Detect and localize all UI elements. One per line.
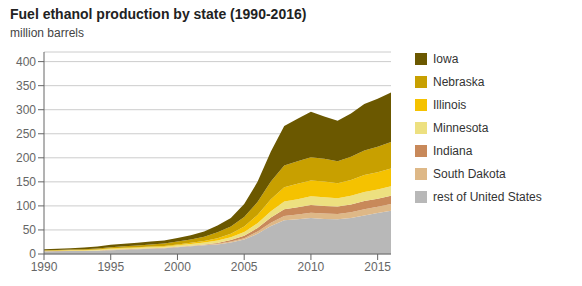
svg-text:1990: 1990	[31, 260, 58, 274]
html-text:Illinois: Illinois	[433, 98, 467, 112]
svg-text:0: 0	[29, 247, 36, 261]
svg-text:150: 150	[16, 175, 36, 189]
svg-text:100: 100	[16, 199, 36, 213]
html-text:million barrels: million barrels	[10, 26, 84, 40]
svg-text:2015: 2015	[364, 260, 391, 274]
svg-text:400: 400	[16, 55, 36, 69]
html-text:Minnesota: Minnesota	[433, 121, 489, 135]
svg-text:2000: 2000	[164, 260, 191, 274]
svg-text:200: 200	[16, 151, 36, 165]
svg-text:2005: 2005	[231, 260, 258, 274]
html-text:rest of United States: rest of United States	[433, 190, 542, 204]
svg-text:350: 350	[16, 79, 36, 93]
svg-text:1995: 1995	[97, 260, 124, 274]
html-text:Fuel ethanol production by sta: Fuel ethanol production by state (1990-2…	[10, 6, 307, 22]
html-text:Nebraska: Nebraska	[433, 75, 485, 89]
svg-text:300: 300	[16, 103, 36, 117]
svg-text:2010: 2010	[298, 260, 325, 274]
html-text:Iowa: Iowa	[433, 52, 459, 66]
html-text:South Dakota: South Dakota	[433, 167, 506, 181]
svg-text:250: 250	[16, 127, 36, 141]
html-text:Indiana: Indiana	[433, 144, 473, 158]
svg-text:50: 50	[23, 223, 37, 237]
